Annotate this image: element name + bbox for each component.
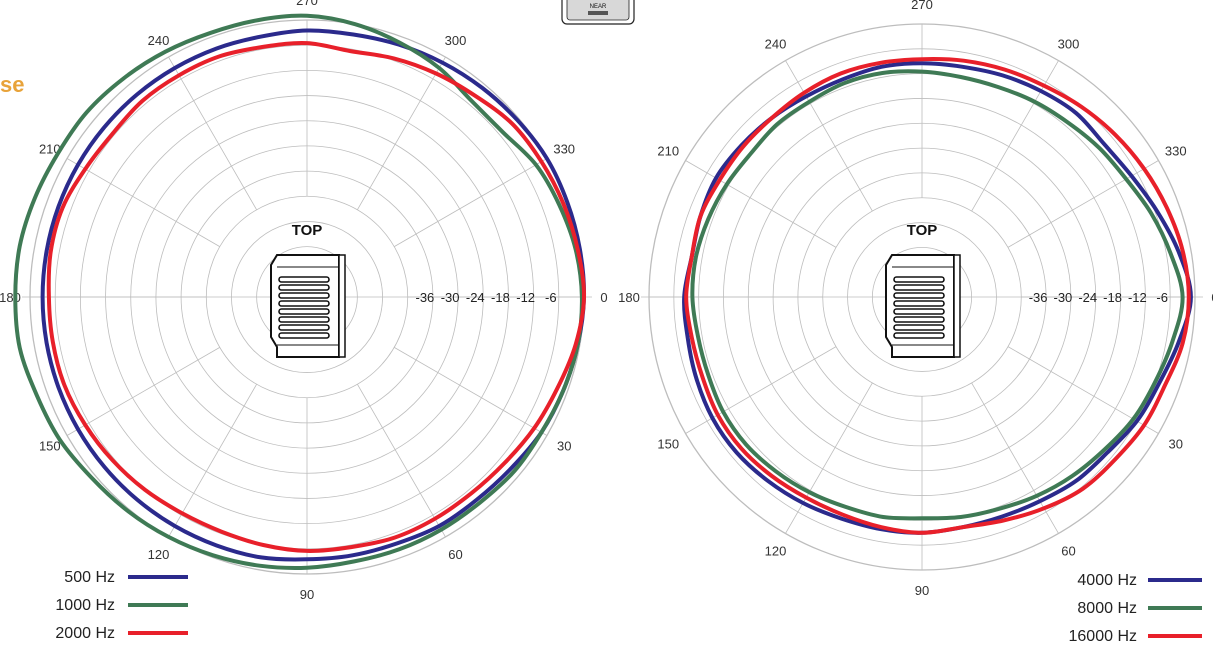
radial-tick-label: -6 — [1156, 290, 1168, 305]
radial-tick-label: -18 — [1103, 290, 1122, 305]
angle-tick-label: 180 — [618, 290, 640, 305]
angle-tick-label: 90 — [300, 587, 314, 602]
angle-tick-label: 30 — [1169, 437, 1183, 452]
angle-tick-label: 60 — [448, 547, 462, 562]
radial-tick-label: -30 — [441, 290, 460, 305]
legend-label: 500 Hz — [64, 569, 115, 586]
series-line-8000-hz — [690, 69, 1185, 521]
angle-tick-label: 240 — [765, 36, 787, 51]
angle-tick-label: 330 — [553, 142, 575, 157]
product-logo: NEAR — [561, 0, 635, 25]
angle-tick-label: 330 — [1165, 144, 1187, 159]
angle-tick-label: 120 — [148, 547, 170, 562]
series-line-500-hz — [40, 28, 587, 562]
radial-tick-label: -24 — [466, 290, 485, 305]
page-heading: se — [0, 72, 24, 97]
legend-label: 1000 Hz — [55, 597, 115, 614]
angle-tick-label: 270 — [911, 0, 933, 12]
angle-tick-label: 270 — [296, 0, 318, 8]
legend-label: 4000 Hz — [1077, 572, 1137, 589]
polar-chart-left: 0 30 60 90 120 150 180 210 240 270 300 330 -36 -30 -24… — [0, 0, 608, 602]
center-label: TOP — [292, 222, 323, 239]
angle-tick-label: 120 — [765, 544, 787, 559]
speaker-icon — [270, 254, 346, 358]
angle-tick-label: 240 — [148, 33, 170, 48]
angle-tick-label: 30 — [557, 439, 571, 454]
legend-right: 4000 Hz 8000 Hz 16000 Hz — [1069, 572, 1202, 645]
series-line-16000-hz — [684, 57, 1191, 535]
radial-tick-label: -18 — [491, 290, 510, 305]
angle-tick-label: 90 — [915, 583, 929, 598]
speaker-icon — [885, 254, 961, 358]
legend-label: 2000 Hz — [55, 625, 115, 642]
radial-tick-label: -12 — [516, 290, 535, 305]
center-label: TOP — [907, 222, 938, 239]
legend-label: 16000 Hz — [1069, 628, 1138, 645]
angle-tick-label: 210 — [657, 144, 679, 159]
radial-tick-label: -6 — [545, 290, 557, 305]
angle-tick-label: 150 — [39, 439, 61, 454]
radial-tick-label: -12 — [1128, 290, 1147, 305]
angle-tick-label: 300 — [1058, 36, 1080, 51]
radial-tick-label: -36 — [416, 290, 435, 305]
angle-tick-label: 0 — [1211, 290, 1213, 305]
angle-tick-label: 0 — [600, 290, 607, 305]
angle-tick-label: 210 — [39, 142, 61, 157]
logo-text: NEAR — [590, 4, 607, 10]
angle-tick-label: 300 — [445, 33, 467, 48]
polar-chart-right: 0 30 60 90 120 150 180 210 240 270 300 330 -36 -30 -24… — [618, 0, 1213, 598]
angle-tick-label: 180 — [0, 290, 21, 305]
radial-tick-label: -30 — [1054, 290, 1073, 305]
legend-left: 500 Hz 1000 Hz 2000 Hz — [55, 569, 188, 642]
series-line-1000-hz — [13, 13, 584, 570]
radial-tick-label: -24 — [1078, 290, 1097, 305]
angle-tick-label: 60 — [1061, 544, 1075, 559]
legend-label: 8000 Hz — [1077, 600, 1137, 617]
angle-tick-label: 150 — [657, 437, 679, 452]
radial-tick-label: -36 — [1029, 290, 1048, 305]
series-line-2000-hz — [46, 40, 587, 553]
